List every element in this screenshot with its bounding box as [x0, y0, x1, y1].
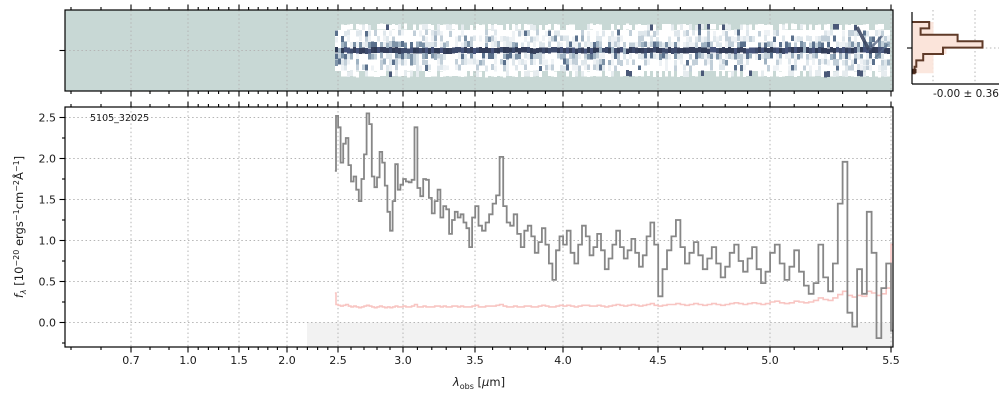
svg-text:5.5: 5.5 — [882, 354, 900, 367]
svg-text:0.7: 0.7 — [122, 354, 140, 367]
svg-text:2.5: 2.5 — [329, 354, 347, 367]
noise-texture — [335, 24, 890, 78]
svg-text:5.0: 5.0 — [761, 354, 779, 367]
svg-text:2.5: 2.5 — [39, 112, 57, 125]
svg-text:3.5: 3.5 — [466, 354, 484, 367]
histogram-annotation: -0.00 ± 0.36 — [933, 88, 999, 100]
y-axis-label: fλ [10−20 ergs−1cm−2Å−1] — [12, 156, 26, 298]
below-zero-band — [307, 323, 893, 348]
svg-text:1.0: 1.0 — [179, 354, 197, 367]
source-id-label: 5105_32025 — [90, 113, 149, 124]
residual-histogram-panel: -0.00 ± 0.36 — [907, 10, 999, 100]
histogram-bars — [912, 22, 983, 73]
svg-text:2.0: 2.0 — [278, 354, 296, 367]
svg-text:1.0: 1.0 — [39, 235, 57, 248]
figure-canvas: -0.00 ± 0.36 0.7 1.0 1.5 2.0 2.5 3.0 3.5 4.0 4.5… — [0, 0, 1000, 400]
svg-text:3.0: 3.0 — [394, 354, 412, 367]
panel1d-background — [65, 107, 893, 347]
spectrum-figure: -0.00 ± 0.36 0.7 1.0 1.5 2.0 2.5 3.0 3.5 4.0 4.5… — [0, 0, 1000, 400]
svg-text:0.0: 0.0 — [39, 317, 57, 330]
svg-text:1.5: 1.5 — [39, 194, 57, 207]
x-axis-label: λobs [μm] — [453, 375, 505, 389]
svg-text:4.0: 4.0 — [554, 354, 572, 367]
svg-text:0.5: 0.5 — [39, 276, 57, 289]
svg-text:2.0: 2.0 — [39, 153, 57, 166]
spectrum-2d-panel — [60, 10, 894, 91]
svg-text:4.5: 4.5 — [649, 354, 667, 367]
svg-text:1.5: 1.5 — [230, 354, 248, 367]
